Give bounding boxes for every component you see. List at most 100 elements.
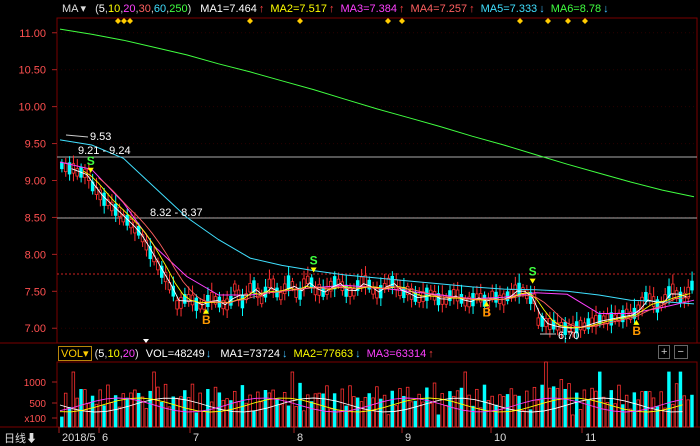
volume-bar bbox=[271, 389, 275, 428]
volume-bar bbox=[275, 398, 279, 428]
candle-body bbox=[671, 283, 675, 294]
candle-body bbox=[121, 214, 126, 223]
candle-body bbox=[578, 319, 583, 331]
volume-bar bbox=[525, 390, 529, 428]
candlestick-series bbox=[60, 155, 694, 343]
volume-bar bbox=[440, 393, 444, 428]
volume-bar bbox=[609, 390, 614, 428]
period-selector[interactable]: 日线⬇ bbox=[4, 430, 37, 446]
volume-bar bbox=[686, 399, 690, 428]
candle-body bbox=[71, 163, 76, 174]
event-diamond-icon[interactable] bbox=[115, 18, 121, 24]
time-axis: 2018/5 6 7 8 9 10 11 bbox=[58, 339, 596, 444]
event-diamond-icon[interactable] bbox=[582, 18, 588, 24]
candle-body bbox=[233, 283, 237, 292]
ma-dropdown-icon[interactable]: ▾ bbox=[80, 3, 87, 15]
candle-body bbox=[359, 276, 364, 286]
zoom-in-button[interactable]: + bbox=[658, 345, 671, 359]
volume-bar bbox=[409, 401, 414, 428]
volume-bar bbox=[313, 393, 318, 428]
vol-ma-trend-arrow-icon: ↓ bbox=[282, 348, 288, 360]
ma-indicator-label[interactable]: MA bbox=[62, 3, 79, 15]
ma-trend-arrow-icon: ↑ bbox=[258, 3, 265, 15]
event-diamond-icon[interactable] bbox=[297, 18, 303, 24]
volume-bar bbox=[613, 403, 617, 428]
volume-bar bbox=[179, 396, 183, 428]
price-tick-label: 11.00 bbox=[19, 28, 46, 40]
event-diamond-icon[interactable] bbox=[127, 18, 133, 24]
ma-value-4: MA4=7.257 bbox=[410, 3, 468, 15]
volume-bar bbox=[394, 405, 398, 428]
time-tick-label: 7 bbox=[193, 432, 199, 444]
price-tick-label: 7.50 bbox=[25, 286, 46, 298]
volume-bar bbox=[336, 409, 341, 428]
volume-bar bbox=[471, 405, 475, 428]
volume-bar bbox=[183, 390, 187, 428]
candle-body bbox=[336, 278, 341, 286]
volume-bar bbox=[98, 389, 102, 428]
ma-param-3: 20 bbox=[123, 3, 136, 15]
candle-body bbox=[594, 314, 598, 327]
annotation-high-pointer bbox=[65, 134, 89, 138]
volume-bar bbox=[459, 387, 464, 428]
volume-bar bbox=[217, 392, 222, 428]
candle-body bbox=[686, 286, 690, 299]
period-arrow-icon[interactable]: ⬇ bbox=[26, 433, 37, 445]
volume-bar bbox=[417, 393, 421, 428]
volume-bar bbox=[621, 404, 625, 428]
zoom-out-button[interactable]: − bbox=[673, 345, 688, 359]
vol-value: VOL=48249 bbox=[145, 348, 205, 360]
candle-body bbox=[248, 283, 252, 293]
volume-bar bbox=[379, 398, 383, 428]
volume-bar bbox=[113, 395, 118, 428]
moving-average-lines bbox=[59, 28, 695, 329]
volume-bar bbox=[206, 389, 210, 428]
ma-line-short bbox=[82, 170, 691, 329]
candle-body bbox=[67, 162, 72, 175]
volume-bar bbox=[198, 392, 202, 428]
volume-bar bbox=[340, 388, 345, 428]
volume-bar bbox=[75, 397, 79, 428]
vol-dropdown-icon[interactable]: ▾ bbox=[83, 348, 89, 360]
event-diamond-icon[interactable] bbox=[247, 18, 253, 24]
volume-bar bbox=[463, 371, 467, 428]
volume-bar bbox=[363, 396, 368, 428]
volume-bar bbox=[259, 401, 264, 428]
trade-signals: S B S B S B bbox=[87, 154, 642, 338]
price-tick-label: 8.00 bbox=[25, 249, 46, 261]
candle-body bbox=[521, 287, 525, 295]
event-markers[interactable] bbox=[115, 18, 588, 24]
volume-bar bbox=[640, 391, 644, 428]
vol-legend: VOL▾ (5,10,20) VOL=48249↓ MA1=73724 ↓ MA2=… bbox=[0, 346, 434, 361]
event-diamond-icon[interactable] bbox=[517, 18, 523, 24]
volume-bar bbox=[202, 411, 206, 428]
volume-bar bbox=[405, 386, 410, 428]
volume-ma-line bbox=[59, 397, 683, 413]
ma-line-short bbox=[98, 177, 691, 328]
ma-line-ma5 bbox=[59, 139, 695, 305]
volume-bar bbox=[632, 392, 637, 428]
event-diamond-icon[interactable] bbox=[121, 18, 127, 24]
volume-bar bbox=[532, 386, 537, 428]
candle-body bbox=[63, 162, 68, 173]
signal-arrow-icon bbox=[633, 319, 640, 325]
volume-bar bbox=[486, 400, 491, 428]
event-diamond-icon[interactable] bbox=[565, 18, 571, 24]
candle-body bbox=[367, 279, 371, 290]
volume-bar bbox=[102, 405, 106, 428]
volume-bar bbox=[209, 401, 214, 428]
event-diamond-icon[interactable] bbox=[399, 18, 405, 24]
sell-signal-label: S bbox=[310, 254, 318, 268]
volume-bar bbox=[571, 414, 575, 428]
event-diamond-icon[interactable] bbox=[385, 18, 391, 24]
candle-body bbox=[563, 321, 567, 336]
volume-bar bbox=[421, 401, 425, 428]
volume-bar bbox=[371, 397, 375, 428]
volume-bar bbox=[548, 387, 552, 428]
vol-indicator-button[interactable]: VOL▾ bbox=[58, 346, 92, 361]
candle-body bbox=[113, 203, 118, 216]
event-diamond-icon[interactable] bbox=[545, 18, 551, 24]
candle-body bbox=[110, 201, 114, 212]
signal-arrow-icon bbox=[483, 301, 490, 307]
